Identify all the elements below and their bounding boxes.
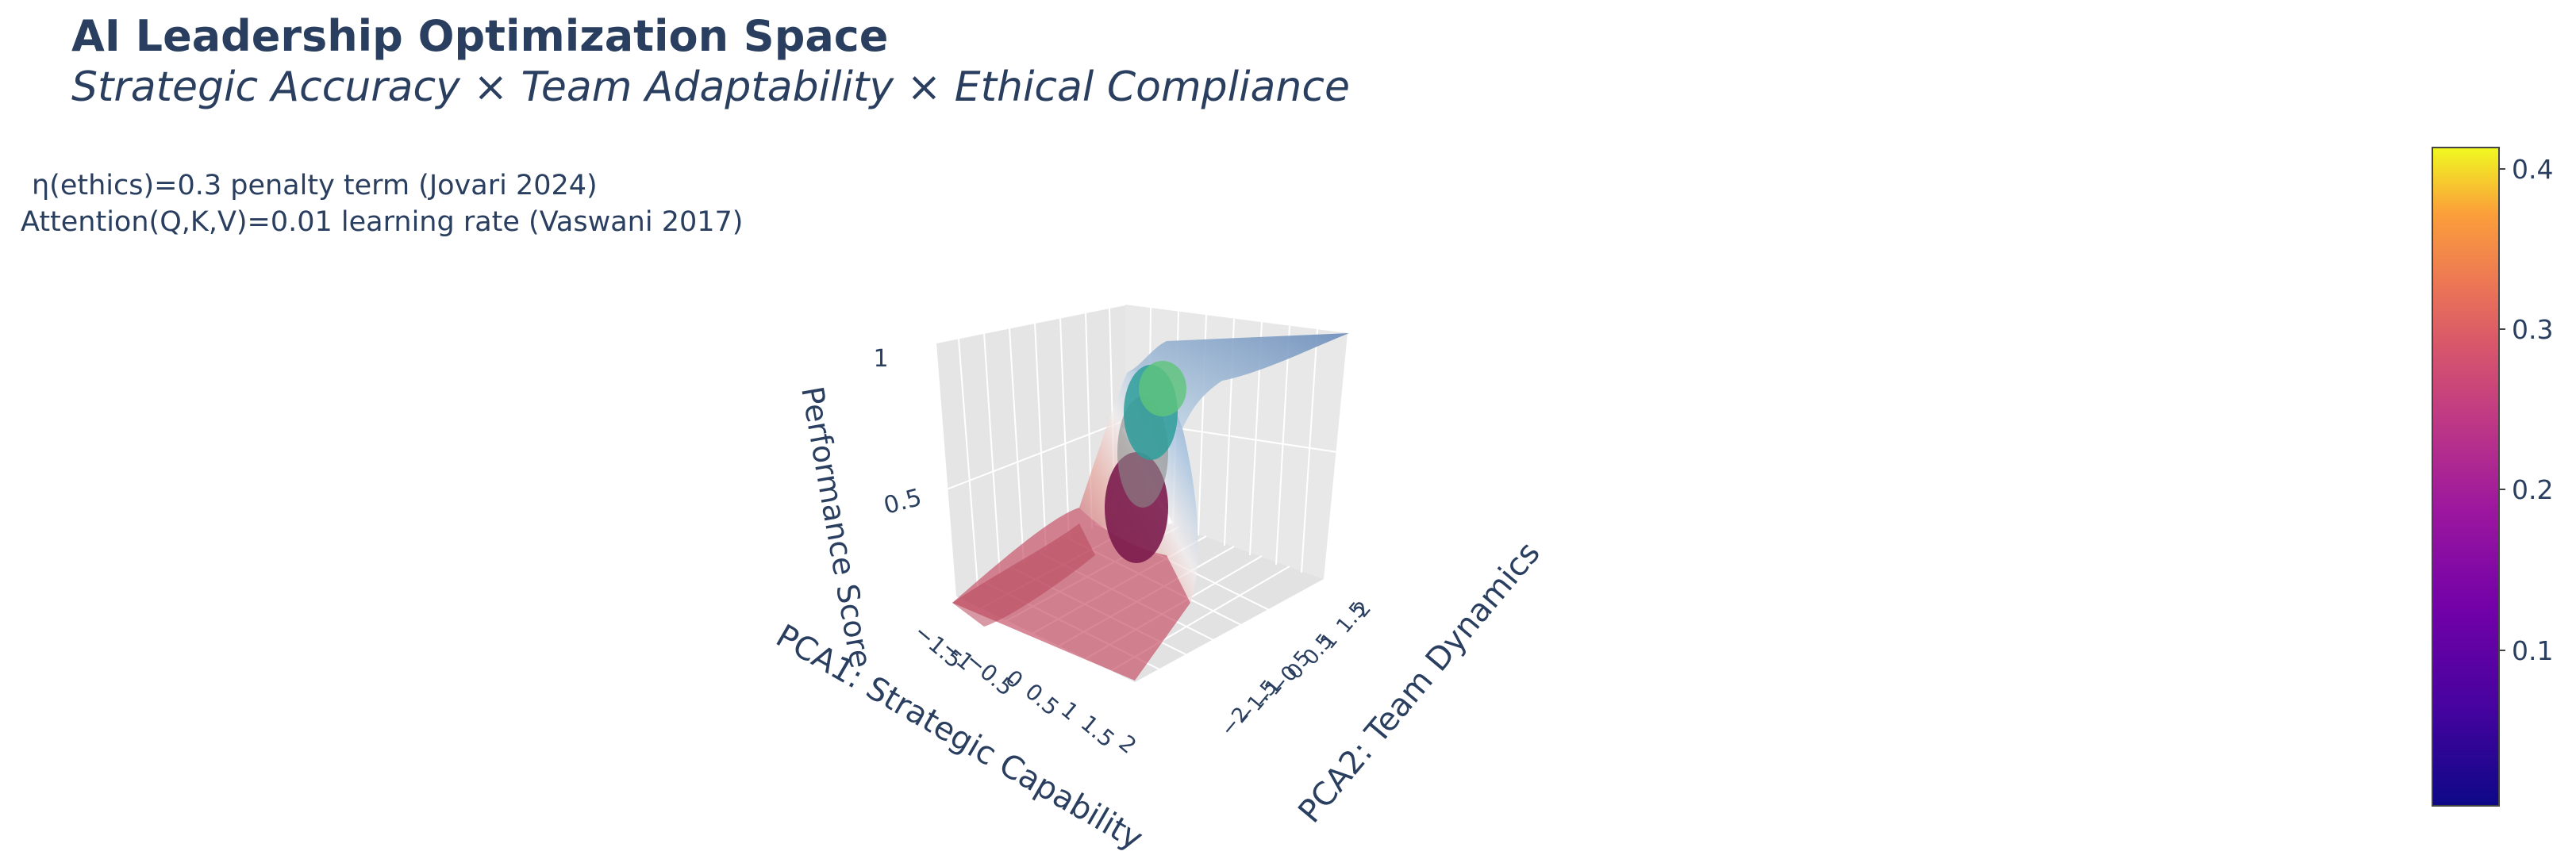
- colorbar: 0.4 0.3 0.2 0.1: [2432, 147, 2553, 807]
- y-axis-title: PCA2: Team Dynamics: [1291, 535, 1547, 830]
- z-tick-1: 1: [873, 345, 888, 373]
- chart-title: AI Leadership Optimization Space: [71, 11, 889, 61]
- scatter-cluster[interactable]: [1105, 361, 1186, 563]
- surface-base-red: [952, 523, 1095, 627]
- colorbar-tick-0.3: 0.3: [2512, 314, 2553, 345]
- annotation-ethics: η(ethics)=0.3 penalty term (Jovari 2024): [32, 170, 598, 201]
- z-tick-0.5: 0.5: [881, 484, 925, 520]
- chart-subtitle: Strategic Accuracy × Team Adaptability ×…: [71, 63, 1350, 111]
- colorbar-tick-0.4: 0.4: [2512, 154, 2553, 185]
- x-tick: 1.5: [1076, 710, 1120, 753]
- surface-upper: [1127, 333, 1349, 428]
- annotation-attention: Attention(Q,K,V)=0.01 learning rate (Vas…: [21, 206, 744, 238]
- cluster-green: [1139, 361, 1186, 416]
- z-axis-title: Performance Score: [794, 384, 879, 670]
- colorbar-tick-0.1: 0.1: [2512, 635, 2553, 666]
- z-axis: 1 0.5 Performance Score: [794, 345, 925, 670]
- colorbar-tick-0.2: 0.2: [2512, 474, 2553, 505]
- colorbar-gradient: [2432, 147, 2500, 807]
